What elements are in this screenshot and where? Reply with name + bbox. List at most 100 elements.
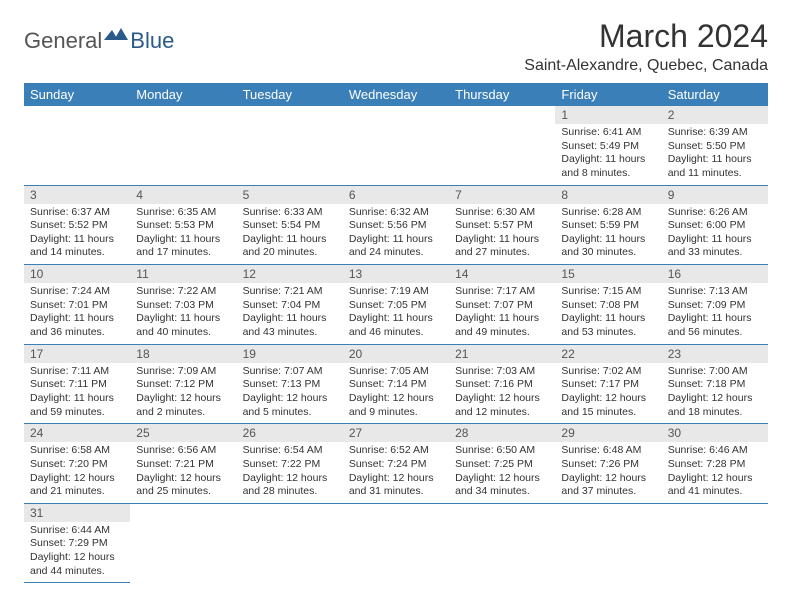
day-info-line: Sunrise: 7:03 AM [455, 365, 549, 379]
day-info-line: and 18 minutes. [668, 406, 762, 420]
day-info-line: Sunset: 7:09 PM [668, 299, 762, 313]
day-info-line: Sunset: 7:14 PM [349, 378, 443, 392]
day-info-line: Sunset: 7:16 PM [455, 378, 549, 392]
day-info-line: Sunset: 7:08 PM [561, 299, 655, 313]
day-info-line: Sunrise: 6:50 AM [455, 444, 549, 458]
day-info: Sunrise: 7:11 AMSunset: 7:11 PMDaylight:… [24, 363, 130, 424]
day-info-line: Daylight: 11 hours [561, 233, 655, 247]
calendar-cell [343, 503, 449, 583]
flag-icon [104, 26, 130, 49]
day-info-line: Sunset: 7:05 PM [349, 299, 443, 313]
weekday-header: Tuesday [237, 83, 343, 106]
calendar-cell: 5Sunrise: 6:33 AMSunset: 5:54 PMDaylight… [237, 185, 343, 265]
day-info-line: Sunset: 7:18 PM [668, 378, 762, 392]
day-info: Sunrise: 7:15 AMSunset: 7:08 PMDaylight:… [555, 283, 661, 344]
weekday-header: Thursday [449, 83, 555, 106]
calendar-cell: 13Sunrise: 7:19 AMSunset: 7:05 PMDayligh… [343, 265, 449, 345]
location-label: Saint-Alexandre, Quebec, Canada [524, 57, 768, 75]
day-info-line: Daylight: 12 hours [30, 472, 124, 486]
day-number: 1 [555, 106, 661, 124]
day-info-line: Sunset: 5:49 PM [561, 140, 655, 154]
calendar-cell: 19Sunrise: 7:07 AMSunset: 7:13 PMDayligh… [237, 344, 343, 424]
calendar-cell: 18Sunrise: 7:09 AMSunset: 7:12 PMDayligh… [130, 344, 236, 424]
day-info-line: Sunrise: 7:24 AM [30, 285, 124, 299]
calendar-cell: 14Sunrise: 7:17 AMSunset: 7:07 PMDayligh… [449, 265, 555, 345]
day-number: 6 [343, 186, 449, 204]
calendar-cell: 8Sunrise: 6:28 AMSunset: 5:59 PMDaylight… [555, 185, 661, 265]
calendar-cell: 4Sunrise: 6:35 AMSunset: 5:53 PMDaylight… [130, 185, 236, 265]
calendar-row: 1Sunrise: 6:41 AMSunset: 5:49 PMDaylight… [24, 106, 768, 185]
calendar-cell: 27Sunrise: 6:52 AMSunset: 7:24 PMDayligh… [343, 424, 449, 504]
day-info-line: and 34 minutes. [455, 485, 549, 499]
day-number: 29 [555, 424, 661, 442]
day-info-line: Sunrise: 6:32 AM [349, 206, 443, 220]
day-info: Sunrise: 7:00 AMSunset: 7:18 PMDaylight:… [662, 363, 768, 424]
calendar-cell [237, 106, 343, 185]
calendar-body: 1Sunrise: 6:41 AMSunset: 5:49 PMDaylight… [24, 106, 768, 583]
calendar-cell: 25Sunrise: 6:56 AMSunset: 7:21 PMDayligh… [130, 424, 236, 504]
day-info: Sunrise: 7:21 AMSunset: 7:04 PMDaylight:… [237, 283, 343, 344]
calendar-row: 3Sunrise: 6:37 AMSunset: 5:52 PMDaylight… [24, 185, 768, 265]
day-number: 11 [130, 265, 236, 283]
day-info-line: and 33 minutes. [668, 246, 762, 260]
day-number: 9 [662, 186, 768, 204]
day-number: 30 [662, 424, 768, 442]
day-number: 3 [24, 186, 130, 204]
day-info-line: Sunset: 7:17 PM [561, 378, 655, 392]
day-number: 2 [662, 106, 768, 124]
calendar-cell [662, 503, 768, 583]
day-info: Sunrise: 7:09 AMSunset: 7:12 PMDaylight:… [130, 363, 236, 424]
calendar-cell [343, 106, 449, 185]
day-info-line: and 36 minutes. [30, 326, 124, 340]
day-info-line: and 59 minutes. [30, 406, 124, 420]
day-number: 16 [662, 265, 768, 283]
day-info-line: Daylight: 12 hours [243, 472, 337, 486]
weekday-header: Sunday [24, 83, 130, 106]
day-info-line: Sunset: 6:00 PM [668, 219, 762, 233]
calendar-row: 31Sunrise: 6:44 AMSunset: 7:29 PMDayligh… [24, 503, 768, 583]
day-info-line: and 46 minutes. [349, 326, 443, 340]
day-info-line: Sunrise: 7:15 AM [561, 285, 655, 299]
day-number: 31 [24, 504, 130, 522]
day-info-line: Sunset: 7:29 PM [30, 537, 124, 551]
day-info-line: Sunset: 7:21 PM [136, 458, 230, 472]
day-info-line: and 56 minutes. [668, 326, 762, 340]
day-info-line: and 37 minutes. [561, 485, 655, 499]
day-info-line: and 53 minutes. [561, 326, 655, 340]
day-info-line: and 28 minutes. [243, 485, 337, 499]
day-number: 8 [555, 186, 661, 204]
day-info-line: Daylight: 11 hours [136, 233, 230, 247]
day-info: Sunrise: 7:13 AMSunset: 7:09 PMDaylight:… [662, 283, 768, 344]
day-info: Sunrise: 6:44 AMSunset: 7:29 PMDaylight:… [24, 522, 130, 583]
title-block: March 2024 Saint-Alexandre, Quebec, Cana… [524, 18, 768, 75]
calendar-cell: 28Sunrise: 6:50 AMSunset: 7:25 PMDayligh… [449, 424, 555, 504]
day-info-line: and 12 minutes. [455, 406, 549, 420]
day-info-line: and 24 minutes. [349, 246, 443, 260]
day-number: 4 [130, 186, 236, 204]
day-number: 20 [343, 345, 449, 363]
day-info-line: Daylight: 11 hours [668, 153, 762, 167]
calendar-cell [130, 503, 236, 583]
day-number: 14 [449, 265, 555, 283]
day-info-line: Daylight: 12 hours [668, 392, 762, 406]
day-info-line: Sunset: 7:12 PM [136, 378, 230, 392]
weekday-header: Wednesday [343, 83, 449, 106]
header: General Blue March 2024 Saint-Alexandre,… [24, 18, 768, 75]
day-info-line: Sunrise: 7:05 AM [349, 365, 443, 379]
weekday-header: Saturday [662, 83, 768, 106]
day-info-line: and 30 minutes. [561, 246, 655, 260]
day-info-line: and 9 minutes. [349, 406, 443, 420]
day-number: 19 [237, 345, 343, 363]
calendar-cell [555, 503, 661, 583]
day-number: 21 [449, 345, 555, 363]
day-info-line: Sunrise: 6:30 AM [455, 206, 549, 220]
day-info-line: Daylight: 11 hours [30, 233, 124, 247]
weekday-header-row: Sunday Monday Tuesday Wednesday Thursday… [24, 83, 768, 106]
day-info-line: and 27 minutes. [455, 246, 549, 260]
calendar-cell: 21Sunrise: 7:03 AMSunset: 7:16 PMDayligh… [449, 344, 555, 424]
day-info-line: Sunrise: 7:13 AM [668, 285, 762, 299]
day-info-line: Sunrise: 7:21 AM [243, 285, 337, 299]
day-info-line: Daylight: 12 hours [30, 551, 124, 565]
calendar-cell: 3Sunrise: 6:37 AMSunset: 5:52 PMDaylight… [24, 185, 130, 265]
calendar-cell: 24Sunrise: 6:58 AMSunset: 7:20 PMDayligh… [24, 424, 130, 504]
